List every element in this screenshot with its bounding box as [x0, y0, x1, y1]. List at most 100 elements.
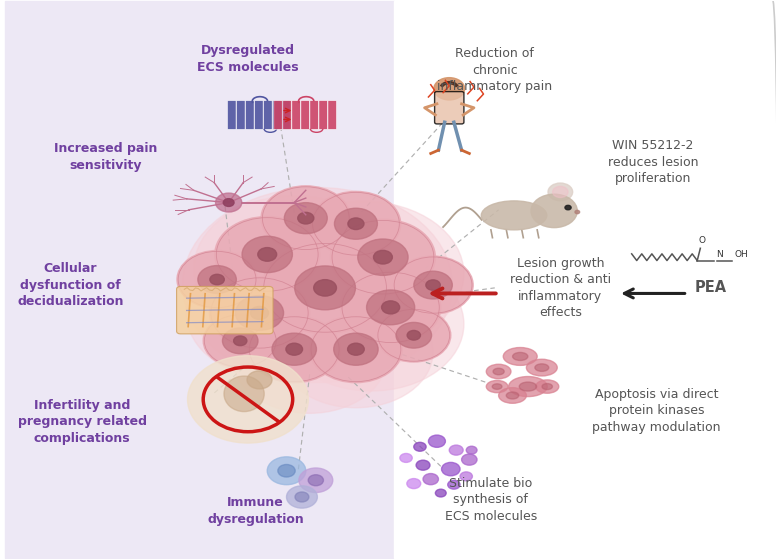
FancyBboxPatch shape: [176, 286, 273, 334]
Text: Immune
dysregulation: Immune dysregulation: [207, 496, 304, 525]
Circle shape: [310, 316, 402, 383]
Circle shape: [214, 216, 319, 292]
Ellipse shape: [481, 201, 547, 230]
Circle shape: [462, 454, 477, 465]
Circle shape: [407, 330, 420, 340]
FancyBboxPatch shape: [263, 101, 272, 129]
Text: Increased pain
sensitivity: Increased pain sensitivity: [54, 142, 157, 172]
Circle shape: [209, 277, 310, 349]
Ellipse shape: [486, 381, 508, 392]
Text: WIN 55212-2
reduces lesion
proliferation: WIN 55212-2 reduces lesion proliferation: [608, 139, 699, 186]
Circle shape: [448, 480, 460, 489]
Circle shape: [232, 302, 387, 413]
Bar: [395, 1, 776, 558]
FancyBboxPatch shape: [255, 101, 263, 129]
Circle shape: [460, 472, 472, 481]
Circle shape: [435, 489, 446, 497]
Circle shape: [334, 208, 378, 239]
Circle shape: [426, 280, 441, 290]
Circle shape: [210, 274, 225, 285]
Circle shape: [279, 257, 464, 391]
Circle shape: [449, 445, 463, 455]
FancyBboxPatch shape: [274, 101, 282, 129]
Circle shape: [347, 343, 364, 355]
Circle shape: [312, 191, 401, 256]
Circle shape: [194, 196, 395, 341]
Bar: [5, 1, 395, 558]
FancyBboxPatch shape: [283, 101, 291, 129]
Circle shape: [308, 475, 323, 486]
Circle shape: [235, 296, 284, 330]
Circle shape: [186, 246, 371, 380]
Circle shape: [428, 435, 445, 447]
Ellipse shape: [493, 368, 504, 375]
Circle shape: [222, 328, 258, 354]
Circle shape: [284, 203, 327, 234]
Circle shape: [223, 198, 234, 206]
Circle shape: [396, 323, 431, 348]
Circle shape: [298, 212, 314, 224]
Text: OH: OH: [734, 250, 748, 259]
Circle shape: [552, 186, 568, 197]
Circle shape: [414, 442, 426, 451]
Circle shape: [393, 256, 473, 314]
Circle shape: [348, 218, 364, 230]
Circle shape: [575, 210, 580, 214]
Ellipse shape: [507, 392, 519, 399]
FancyBboxPatch shape: [310, 101, 319, 129]
Circle shape: [330, 219, 435, 295]
Circle shape: [531, 194, 577, 228]
Ellipse shape: [526, 359, 557, 376]
Ellipse shape: [224, 376, 264, 411]
Circle shape: [441, 462, 460, 476]
Text: Stimulate bio
synthesis of
ECS molecules: Stimulate bio synthesis of ECS molecules: [444, 477, 537, 523]
Text: Apoptosis via direct
protein kinases
pathway modulation: Apoptosis via direct protein kinases pat…: [593, 387, 721, 434]
Ellipse shape: [492, 384, 502, 389]
Circle shape: [377, 309, 451, 362]
Circle shape: [204, 314, 277, 368]
Circle shape: [187, 356, 308, 443]
Circle shape: [272, 333, 316, 365]
Circle shape: [407, 479, 420, 489]
FancyBboxPatch shape: [282, 101, 290, 129]
Circle shape: [183, 187, 452, 383]
Circle shape: [367, 290, 415, 325]
Circle shape: [242, 236, 292, 273]
Text: O: O: [699, 236, 706, 245]
Text: PEA: PEA: [695, 281, 726, 295]
Ellipse shape: [499, 388, 526, 403]
Text: N: N: [716, 250, 723, 259]
Circle shape: [423, 473, 438, 485]
FancyBboxPatch shape: [301, 101, 309, 129]
Circle shape: [416, 460, 430, 470]
Circle shape: [261, 186, 350, 250]
Circle shape: [548, 183, 573, 201]
Text: Reduction of
chronic
inflammatory pain: Reduction of chronic inflammatory pain: [437, 48, 552, 93]
Ellipse shape: [503, 348, 537, 366]
Circle shape: [565, 205, 571, 210]
Circle shape: [357, 239, 408, 276]
Ellipse shape: [535, 364, 549, 371]
Circle shape: [234, 336, 247, 345]
Circle shape: [400, 453, 413, 462]
Text: Dysregulated
ECS molecules: Dysregulated ECS molecules: [197, 45, 299, 74]
Circle shape: [287, 486, 317, 508]
Circle shape: [374, 250, 392, 264]
Circle shape: [247, 371, 272, 389]
Circle shape: [177, 250, 257, 309]
Circle shape: [278, 465, 295, 477]
Text: Lesion growth
reduction & anti
inflammatory
effects: Lesion growth reduction & anti inflammat…: [510, 257, 611, 319]
Circle shape: [466, 446, 477, 454]
FancyBboxPatch shape: [236, 101, 245, 129]
FancyBboxPatch shape: [273, 101, 281, 129]
Circle shape: [279, 296, 433, 408]
Circle shape: [299, 468, 333, 492]
Text: Infertility and
pregnancy related
complications: Infertility and pregnancy related compli…: [18, 399, 147, 445]
Circle shape: [267, 457, 306, 485]
FancyBboxPatch shape: [319, 101, 327, 129]
FancyBboxPatch shape: [292, 101, 301, 129]
Circle shape: [314, 280, 336, 296]
FancyBboxPatch shape: [434, 92, 464, 124]
Circle shape: [263, 201, 464, 347]
Circle shape: [262, 242, 388, 334]
